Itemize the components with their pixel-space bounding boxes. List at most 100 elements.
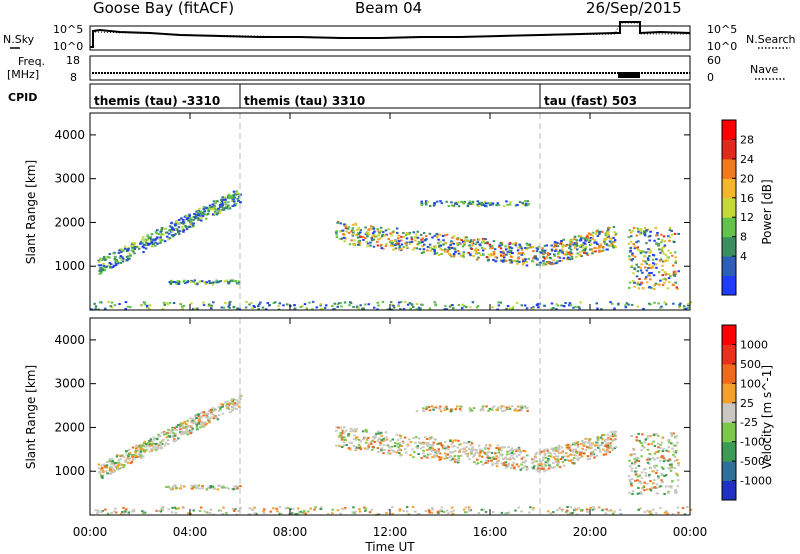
echo-cell <box>547 261 550 264</box>
echo-cell <box>521 260 525 263</box>
echo-cell <box>175 220 178 223</box>
echo-cell <box>209 281 213 284</box>
echo-cell <box>606 445 610 448</box>
echo-cell <box>526 454 529 457</box>
echo-cell <box>348 441 352 444</box>
echo-cell <box>131 246 134 249</box>
echo-cell <box>440 506 444 509</box>
echo-cell <box>384 439 387 442</box>
echo-cell <box>560 509 564 512</box>
echo-cell <box>142 246 146 249</box>
echo-cell <box>155 446 158 449</box>
echo-cell <box>134 456 138 459</box>
echo-cell <box>96 512 99 515</box>
echo-cell <box>598 244 601 247</box>
echo-cell <box>439 248 443 251</box>
echo-cell <box>471 200 475 203</box>
echo-cell <box>459 405 462 408</box>
echo-cell <box>499 251 503 254</box>
echo-cell <box>362 307 365 310</box>
echo-cell <box>574 450 578 453</box>
echo-cell <box>320 307 323 310</box>
echo-cell <box>122 249 125 252</box>
echo-cell <box>216 488 220 491</box>
echo-cell <box>320 506 323 509</box>
echo-cell <box>190 484 193 487</box>
echo-cell <box>206 417 210 420</box>
echo-cell <box>307 510 310 513</box>
echo-cell <box>639 507 642 510</box>
echo-cell <box>233 488 237 491</box>
echo-cell <box>176 229 180 232</box>
echo-cell <box>673 232 677 235</box>
echo-cell <box>647 248 650 251</box>
echo-cell <box>144 239 148 242</box>
echo-cell <box>586 234 589 237</box>
echo-cell <box>119 261 123 264</box>
echo-cell <box>177 507 180 510</box>
echo-cell <box>171 435 175 438</box>
echo-cell <box>544 456 548 459</box>
echo-cell <box>150 244 154 247</box>
echo-cell <box>460 200 464 203</box>
echo-cell <box>509 449 513 452</box>
echo-cell <box>177 226 181 229</box>
echo-cell <box>108 262 112 265</box>
echo-cell <box>492 258 495 261</box>
echo-cell <box>434 455 437 458</box>
echo-cell <box>278 302 282 305</box>
echo-cell <box>368 511 372 514</box>
echo-cell <box>141 448 145 451</box>
echo-cell <box>566 257 569 260</box>
echo-cell <box>593 239 596 242</box>
echo-cell <box>124 459 128 462</box>
echo-cell <box>656 283 660 286</box>
echo-cell <box>469 202 473 205</box>
echo-cell <box>175 507 178 510</box>
echo-cell <box>438 245 441 248</box>
echo-cell <box>665 511 668 514</box>
echo-cell <box>504 456 508 459</box>
echo-cell <box>150 449 154 452</box>
echo-cell <box>309 507 312 510</box>
echo-cell <box>536 470 540 473</box>
echo-cell <box>440 253 443 256</box>
echo-cell <box>478 448 482 451</box>
echo-cell <box>541 250 545 253</box>
echo-cell <box>591 508 595 511</box>
echo-cell <box>457 242 461 245</box>
echo-cell <box>461 245 465 248</box>
echo-cell <box>609 444 613 447</box>
echo-cell <box>445 446 448 449</box>
echo-cell <box>404 448 407 451</box>
echo-cell <box>199 426 202 429</box>
echo-cell <box>444 454 448 457</box>
echo-cell <box>537 245 541 248</box>
echo-cell <box>603 439 607 442</box>
echo-cell <box>99 266 102 269</box>
echo-cell <box>220 403 223 406</box>
echo-cell <box>398 247 401 250</box>
echo-cell <box>415 308 418 311</box>
echo-cell <box>379 243 383 246</box>
echo-cell <box>174 233 177 236</box>
echo-cell <box>199 506 203 509</box>
echo-cell <box>631 229 635 232</box>
echo-cell <box>233 200 236 203</box>
echo-cell <box>205 412 208 415</box>
echo-cell <box>424 203 428 206</box>
echo-cell <box>566 513 570 516</box>
echo-cell <box>609 509 613 512</box>
echo-cell <box>190 302 193 305</box>
echo-cell <box>640 455 643 458</box>
echo-cell <box>221 412 225 415</box>
echo-cell <box>579 301 582 304</box>
echo-cell <box>364 429 368 432</box>
echo-cell <box>591 231 595 234</box>
echo-cell <box>192 509 195 512</box>
echo-cell <box>311 300 315 303</box>
echo-cell <box>663 511 667 514</box>
echo-cell <box>605 248 609 251</box>
echo-cell <box>355 428 358 431</box>
echo-cell <box>154 244 157 247</box>
